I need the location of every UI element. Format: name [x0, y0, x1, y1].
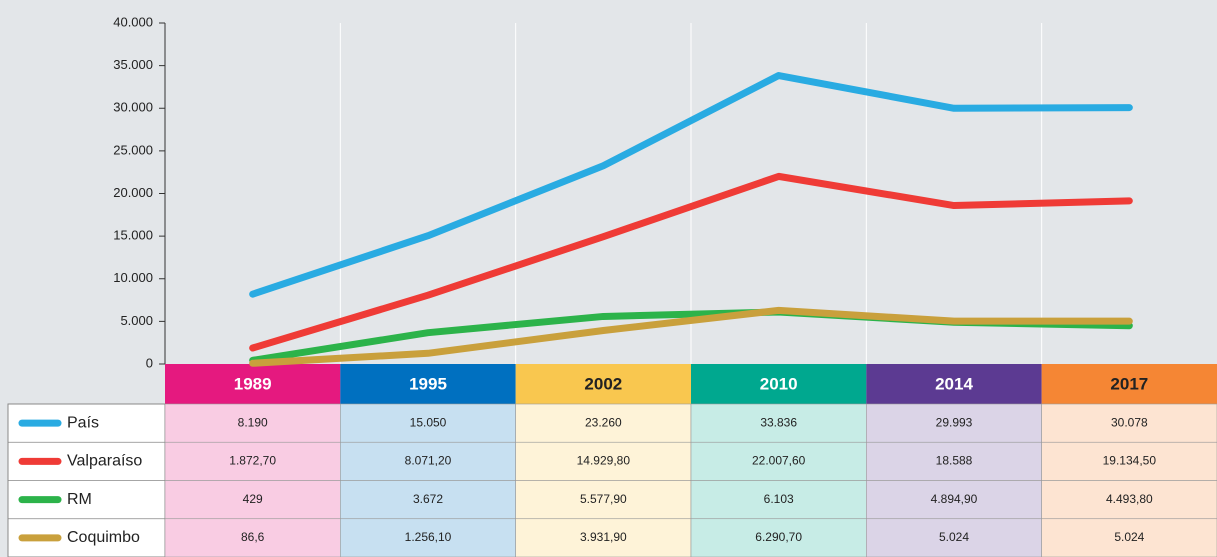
cell	[866, 441, 1042, 481]
cell-bg	[340, 518, 516, 557]
value-label: 29.993	[936, 415, 973, 429]
cell-bg	[165, 404, 341, 443]
cell-bg	[691, 518, 867, 557]
x-tick-label: 1989	[234, 374, 272, 393]
y-tick-label: 5.000	[120, 313, 153, 328]
x-tick-label: 1995	[409, 374, 447, 393]
cell-bg	[515, 404, 691, 443]
cell-bg	[866, 480, 1042, 519]
cell-bg	[165, 442, 341, 481]
cell-bg	[691, 480, 867, 519]
cell-bg	[340, 480, 516, 519]
cell	[866, 403, 1042, 443]
y-tick-label: 35.000	[113, 57, 153, 72]
value-label: 5.577,90	[580, 492, 627, 506]
header-cell	[515, 364, 691, 404]
cell	[340, 441, 516, 481]
cell-bg	[165, 518, 341, 557]
header-cell	[1041, 364, 1217, 404]
cell	[515, 480, 692, 520]
value-label: 6.290,70	[755, 530, 802, 544]
cell-bg	[340, 404, 516, 443]
cell	[515, 518, 692, 557]
value-label: 1.256,10	[405, 530, 452, 544]
x-tick-label: 2017	[1110, 374, 1148, 393]
y-tick-label: 0	[146, 355, 153, 370]
cell	[340, 480, 516, 520]
y-tick-label: 25.000	[113, 142, 153, 157]
value-label: 429	[243, 492, 263, 506]
value-label: 1.872,70	[229, 454, 276, 468]
cell-bg	[515, 518, 691, 557]
value-label: 19.134,50	[1103, 454, 1157, 468]
cell	[1041, 480, 1217, 520]
cell-bg	[1041, 518, 1217, 557]
value-label: 8.190	[238, 415, 268, 429]
cell	[515, 441, 692, 481]
cell	[1041, 403, 1217, 443]
cell-bg	[515, 442, 691, 481]
legend-label: Valparaíso	[67, 453, 142, 470]
y-tick-label: 20.000	[113, 185, 153, 200]
legend-label: RM	[67, 491, 92, 508]
y-tick-label: 30.000	[113, 100, 153, 115]
cell-bg	[165, 480, 341, 519]
cell-bg	[866, 404, 1042, 443]
cell	[690, 441, 867, 481]
value-label: 3.672	[413, 492, 443, 506]
value-label: 3.931,90	[580, 530, 627, 544]
cell-bg	[691, 404, 867, 443]
cell-bg	[1041, 404, 1217, 443]
series-line	[249, 172, 1133, 352]
header-cell	[340, 364, 516, 404]
value-label: 4.894,90	[931, 492, 978, 506]
cell	[340, 403, 516, 443]
cell	[515, 403, 692, 443]
y-tick-label: 40.000	[113, 14, 153, 29]
value-label: 33.836	[760, 415, 797, 429]
y-tick-label: 10.000	[113, 270, 153, 285]
legend-label: Coquimbo	[67, 529, 140, 546]
value-label: 5.024	[1114, 530, 1144, 544]
cell-bg	[691, 442, 867, 481]
value-label: 15.050	[410, 415, 447, 429]
value-label: 86,6	[241, 530, 265, 544]
x-tick-label: 2010	[760, 374, 798, 393]
cell	[164, 403, 341, 443]
value-label: 18.588	[936, 454, 973, 468]
value-label: 4.493,80	[1106, 492, 1153, 506]
series-line	[249, 306, 1133, 367]
cell-bg	[515, 480, 691, 519]
cell	[340, 518, 516, 557]
header-cell	[691, 364, 867, 404]
y-tick-label: 15.000	[113, 228, 153, 243]
value-label: 22.007,60	[752, 454, 806, 468]
cell	[866, 518, 1042, 557]
series-line	[249, 72, 1133, 298]
value-label: 23.260	[585, 415, 622, 429]
cell-bg	[1041, 480, 1217, 519]
value-label: 5.024	[939, 530, 969, 544]
cell-bg	[340, 442, 516, 481]
cell	[164, 518, 341, 557]
value-label: 14.929,80	[577, 454, 631, 468]
value-label: 8.071,20	[405, 454, 452, 468]
value-label: 6.103	[764, 492, 794, 506]
x-tick-label: 2014	[935, 374, 973, 393]
cell-bg	[1041, 442, 1217, 481]
x-tick-label: 2002	[584, 374, 622, 393]
cell-bg	[866, 442, 1042, 481]
cell-bg	[866, 518, 1042, 557]
legend-label: País	[67, 414, 99, 431]
header-cell	[165, 364, 341, 404]
cell	[690, 403, 867, 443]
value-label: 30.078	[1111, 415, 1148, 429]
header-cell	[866, 364, 1042, 404]
